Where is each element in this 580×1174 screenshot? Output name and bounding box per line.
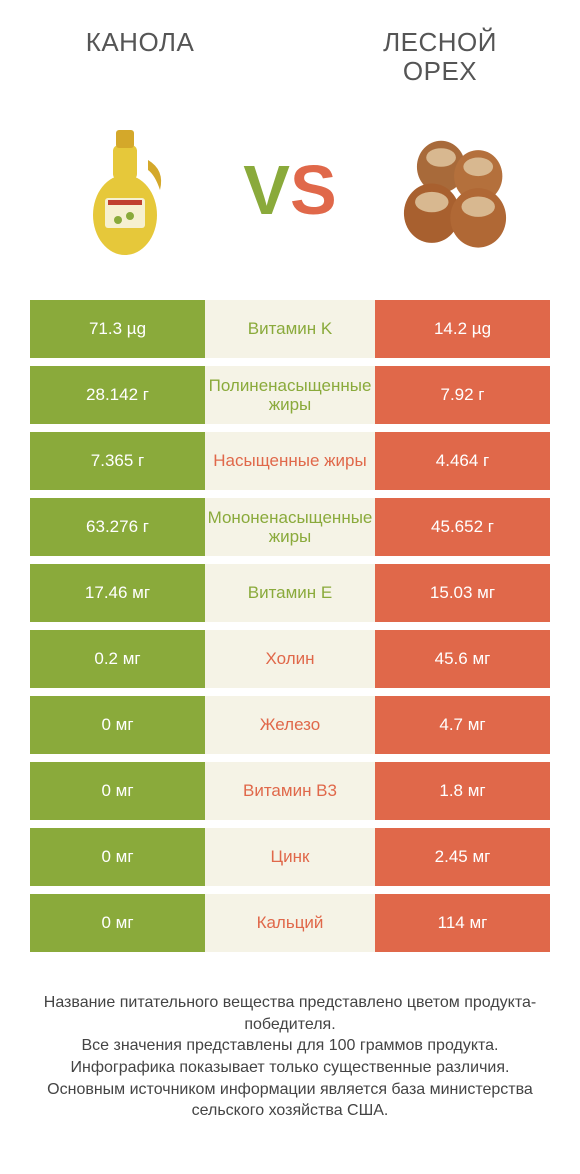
hazelnut-icon [390,125,520,255]
right-value: 45.652 г [375,498,550,556]
images-row: VS [0,85,580,300]
right-title-line1: ЛЕСНОЙ [383,27,497,57]
table-row: 0.2 мгХолин45.6 мг [30,630,550,688]
footer-line-2: Все значения представлены для 100 граммо… [30,1035,550,1057]
nutrient-name: Железо [205,696,375,754]
right-value: 114 мг [375,894,550,952]
table-row: 0 мгВитамин B31.8 мг [30,762,550,820]
footer-line-4: Основным источником информации является … [30,1079,550,1122]
right-value: 45.6 мг [375,630,550,688]
left-value: 63.276 г [30,498,205,556]
right-value: 2.45 мг [375,828,550,886]
nutrient-name: Холин [205,630,375,688]
right-value: 1.8 мг [375,762,550,820]
nutrient-name: Кальций [205,894,375,952]
left-value: 0 мг [30,762,205,820]
vs-v: V [243,150,290,230]
table-row: 0 мгЦинк2.45 мг [30,828,550,886]
right-title-line2: ОРЕХ [403,56,477,86]
canola-bottle-icon [80,120,170,260]
left-value: 0.2 мг [30,630,205,688]
nutrient-name: Полиненасыщенные жиры [205,366,375,424]
left-value: 7.365 г [30,432,205,490]
left-value: 28.142 г [30,366,205,424]
footer-note: Название питательного вещества представл… [30,992,550,1122]
table-row: 0 мгЖелезо4.7 мг [30,696,550,754]
left-value: 17.46 мг [30,564,205,622]
right-value: 4.7 мг [375,696,550,754]
nutrient-name: Насыщенные жиры [205,432,375,490]
left-product-image [60,115,190,265]
table-row: 28.142 гПолиненасыщенные жиры7.92 г [30,366,550,424]
nutrient-name: Витамин E [205,564,375,622]
left-value: 0 мг [30,828,205,886]
right-value: 15.03 мг [375,564,550,622]
nutrient-name: Витамин B3 [205,762,375,820]
left-value: 0 мг [30,894,205,952]
right-product-image [390,115,520,265]
nutrient-name: Витамин K [205,300,375,358]
table-row: 0 мгКальций114 мг [30,894,550,952]
nutrient-table: 71.3 µgВитамин K14.2 µg 28.142 гПолиненас… [30,300,550,952]
right-value: 7.92 г [375,366,550,424]
right-value: 14.2 µg [375,300,550,358]
right-value: 4.464 г [375,432,550,490]
right-product-title: ЛЕСНОЙ ОРЕХ [340,28,540,85]
table-row: 7.365 гНасыщенные жиры4.464 г [30,432,550,490]
left-value: 0 мг [30,696,205,754]
vs-s: S [290,150,337,230]
table-row: 17.46 мгВитамин E15.03 мг [30,564,550,622]
header: КАНОЛА ЛЕСНОЙ ОРЕХ [0,0,580,85]
nutrient-name: Мононенасыщенные жиры [205,498,375,556]
left-value: 71.3 µg [30,300,205,358]
footer-line-3: Инфографика показывает только существенн… [30,1057,550,1079]
vs-label: VS [243,150,336,230]
table-row: 63.276 гМононенасыщенные жиры45.652 г [30,498,550,556]
footer-line-1: Название питательного вещества представл… [30,992,550,1035]
left-product-title: КАНОЛА [40,28,240,85]
table-row: 71.3 µgВитамин K14.2 µg [30,300,550,358]
nutrient-name: Цинк [205,828,375,886]
